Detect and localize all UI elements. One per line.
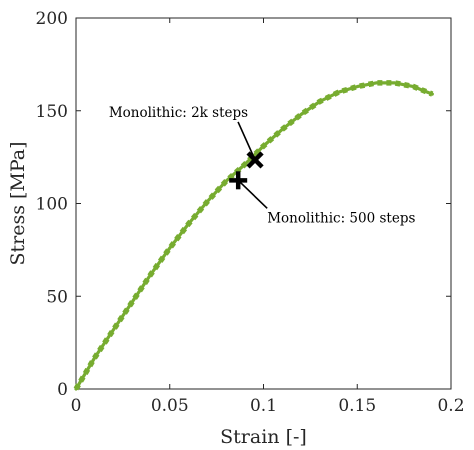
x-axis-label: Strain [-] [220, 426, 307, 448]
series-group [73, 80, 434, 391]
x-tick-label: 0.15 [338, 396, 376, 416]
x-tick-label: 0.2 [437, 396, 464, 416]
annotation-arrow [237, 179, 268, 209]
plot-frame [75, 17, 452, 390]
annotations: Monolithic: 2k steps Monolithic: 500 step… [109, 105, 416, 226]
y-tick-label: 50 [46, 287, 68, 307]
series-line [74, 81, 434, 391]
annotation-arrow [237, 121, 256, 161]
x-tick-label: 0.1 [250, 396, 277, 416]
axes-box [75, 17, 452, 390]
series-line-dashed [73, 80, 434, 391]
annotation-label: Monolithic: 500 steps [267, 210, 415, 226]
axis-ticks: 0 0.05 0.1 0.15 0.2 0 50 100 150 200 [36, 9, 465, 416]
y-tick-label: 200 [36, 9, 68, 29]
y-tick-label: 150 [36, 102, 68, 122]
y-axis-label: Stress [MPa] [7, 141, 29, 265]
annotation-label: Monolithic: 2k steps [109, 105, 248, 121]
y-tick-label: 0 [57, 380, 68, 400]
x-tick-label: 0 [71, 396, 82, 416]
y-tick-label: 100 [36, 195, 68, 215]
x-tick-label: 0.05 [151, 396, 189, 416]
